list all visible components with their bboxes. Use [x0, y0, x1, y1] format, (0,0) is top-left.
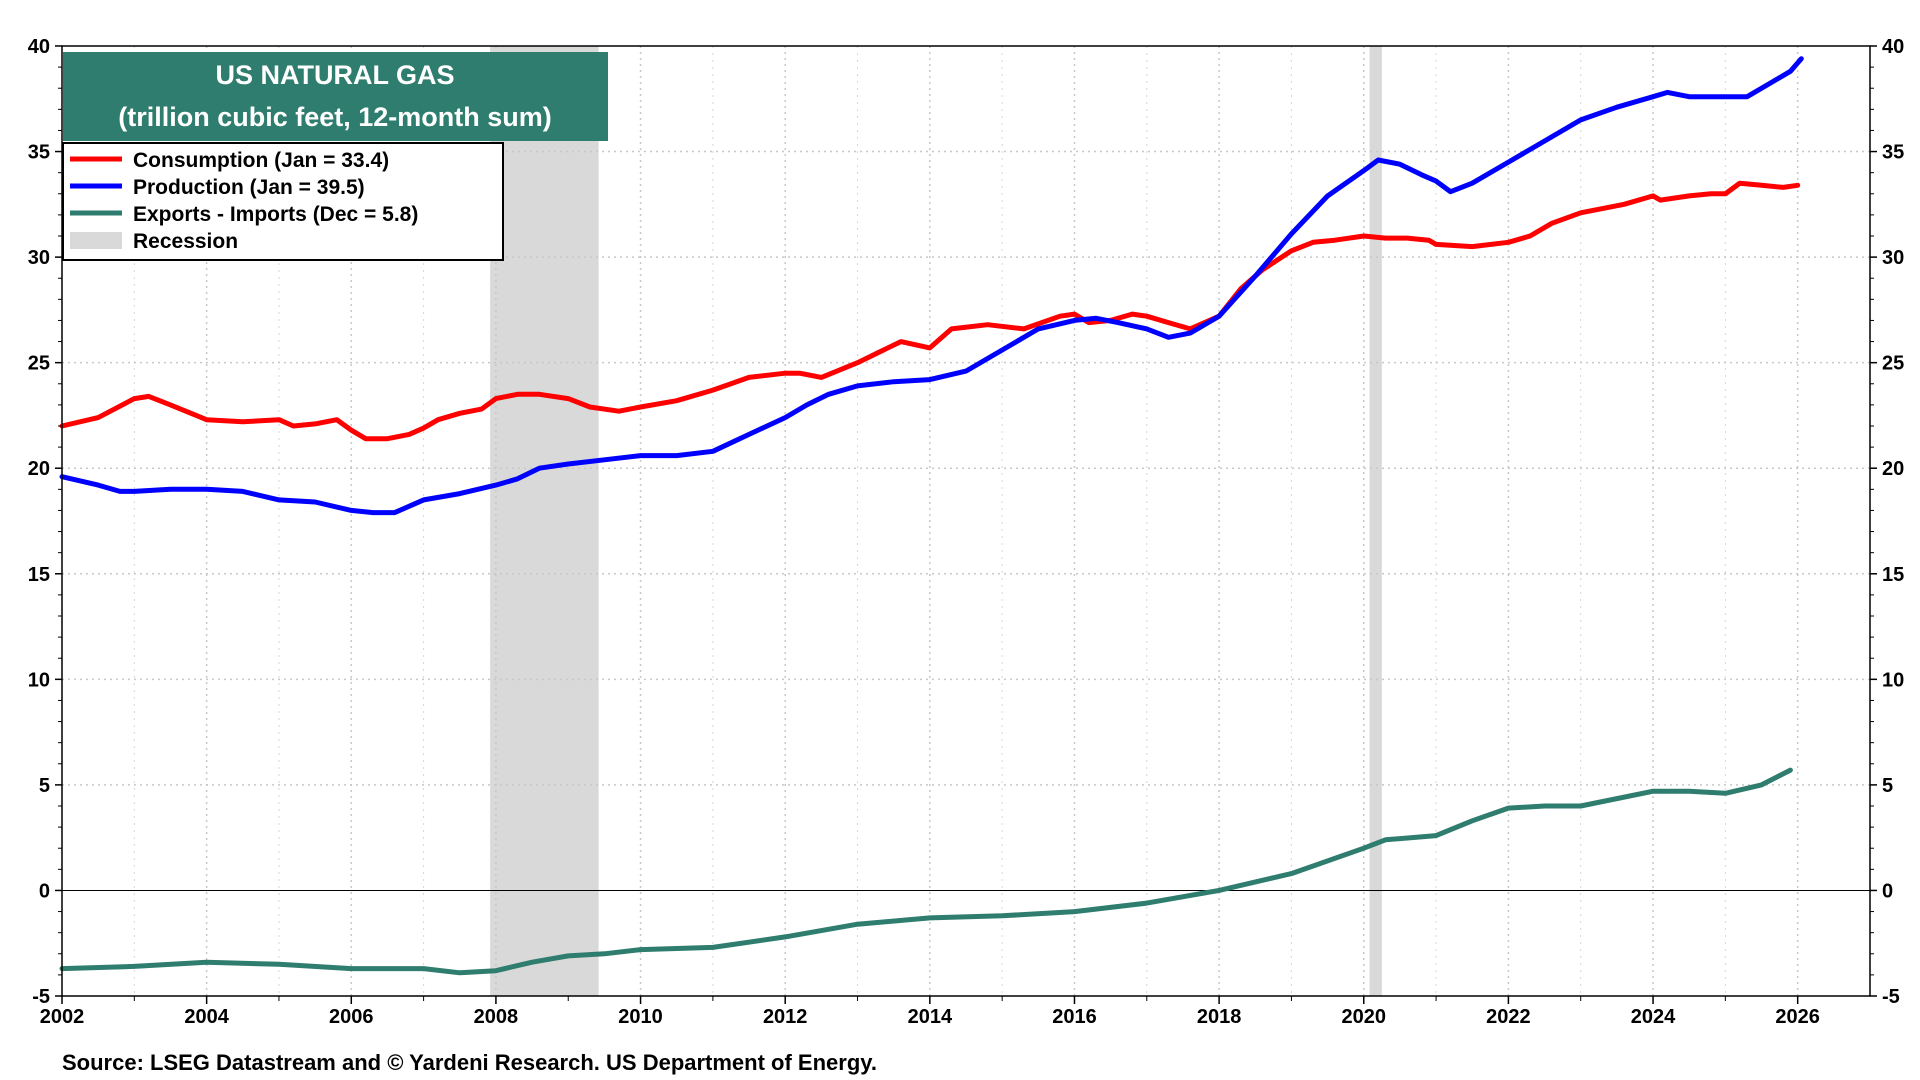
x-tick-label: 2016 — [1052, 1006, 1097, 1028]
y-tick-label-left: 30 — [28, 247, 50, 269]
x-tick-label: 2012 — [763, 1006, 808, 1028]
x-tick-label: 2026 — [1775, 1006, 1820, 1028]
series-line-production — [59, 56, 1804, 516]
x-axis: 2002 2004 2006 2008 2010 2012 2014 2016 2018 2020… — [40, 996, 1820, 1028]
source-note: Source: LSEG Datastream and © Yardeni Re… — [62, 1050, 877, 1075]
legend-label-production: Production (Jan = 39.5) — [133, 176, 365, 199]
series-line-consumption — [59, 180, 1801, 442]
y-tick-label-right: 20 — [1882, 458, 1904, 480]
y-tick-label-right: 0 — [1882, 880, 1893, 902]
x-tick-label: 2006 — [329, 1006, 374, 1028]
x-tick-label: 2022 — [1486, 1006, 1531, 1028]
legend-label-consumption: Consumption (Jan = 33.4) — [133, 149, 389, 172]
recession-bands — [490, 46, 1382, 996]
x-tick-label: 2008 — [474, 1006, 519, 1028]
x-tick-label: 2020 — [1342, 1006, 1387, 1028]
y-tick-label-left: 40 — [28, 36, 50, 58]
x-tick-label: 2004 — [184, 1006, 229, 1028]
recession-band — [490, 46, 599, 996]
series-line-exports-imports — [59, 767, 1793, 976]
x-tick-label: 2010 — [618, 1006, 663, 1028]
y-tick-label-left: 10 — [28, 669, 50, 691]
y-tick-label-right: 10 — [1882, 669, 1904, 691]
y-tick-label-left: 5 — [39, 775, 50, 797]
y-tick-label-left: 35 — [28, 142, 50, 164]
y-tick-label-right: 40 — [1882, 36, 1904, 58]
y-tick-label-left: 15 — [28, 564, 50, 586]
y-tick-label-right: 15 — [1882, 564, 1904, 586]
legend-swatch-recession — [70, 232, 122, 249]
y-axis-right: 40 35 30 25 20 15 10 5 0 -5 — [1870, 36, 1904, 1008]
plot-frame — [61, 45, 1871, 997]
title-box: US NATURAL GAS (trillion cubic feet, 12-… — [63, 52, 608, 141]
legend-label-net-exports: Exports - Imports (Dec = 5.8) — [133, 203, 418, 226]
y-tick-label-left: 0 — [39, 880, 50, 902]
x-tick-label: 2014 — [908, 1006, 953, 1028]
y-tick-label-left: 25 — [28, 353, 50, 375]
y-tick-label-left: 20 — [28, 458, 50, 480]
y-tick-label-right: 5 — [1882, 775, 1893, 797]
series-lines — [59, 56, 1804, 976]
x-tick-label: 2018 — [1197, 1006, 1242, 1028]
legend: Consumption (Jan = 33.4) Production (Jan… — [62, 142, 504, 261]
y-axis-left: 40 35 30 25 20 15 10 5 0 -5 — [28, 36, 62, 1008]
y-tick-label-right: -5 — [1882, 986, 1900, 1008]
recession-band — [1369, 46, 1382, 996]
y-tick-label-right: 25 — [1882, 353, 1904, 375]
chart-title: US NATURAL GAS — [215, 60, 454, 90]
y-tick-label-left: -5 — [32, 986, 50, 1008]
y-tick-label-right: 30 — [1882, 247, 1904, 269]
x-tick-label: 2002 — [40, 1006, 85, 1028]
y-tick-label-right: 35 — [1882, 142, 1904, 164]
chart-subtitle: (trillion cubic feet, 12-month sum) — [118, 102, 552, 132]
legend-label-recession: Recession — [133, 230, 238, 253]
legend-box — [62, 142, 504, 261]
x-tick-label: 2024 — [1631, 1006, 1676, 1028]
title-box-background — [63, 52, 608, 141]
